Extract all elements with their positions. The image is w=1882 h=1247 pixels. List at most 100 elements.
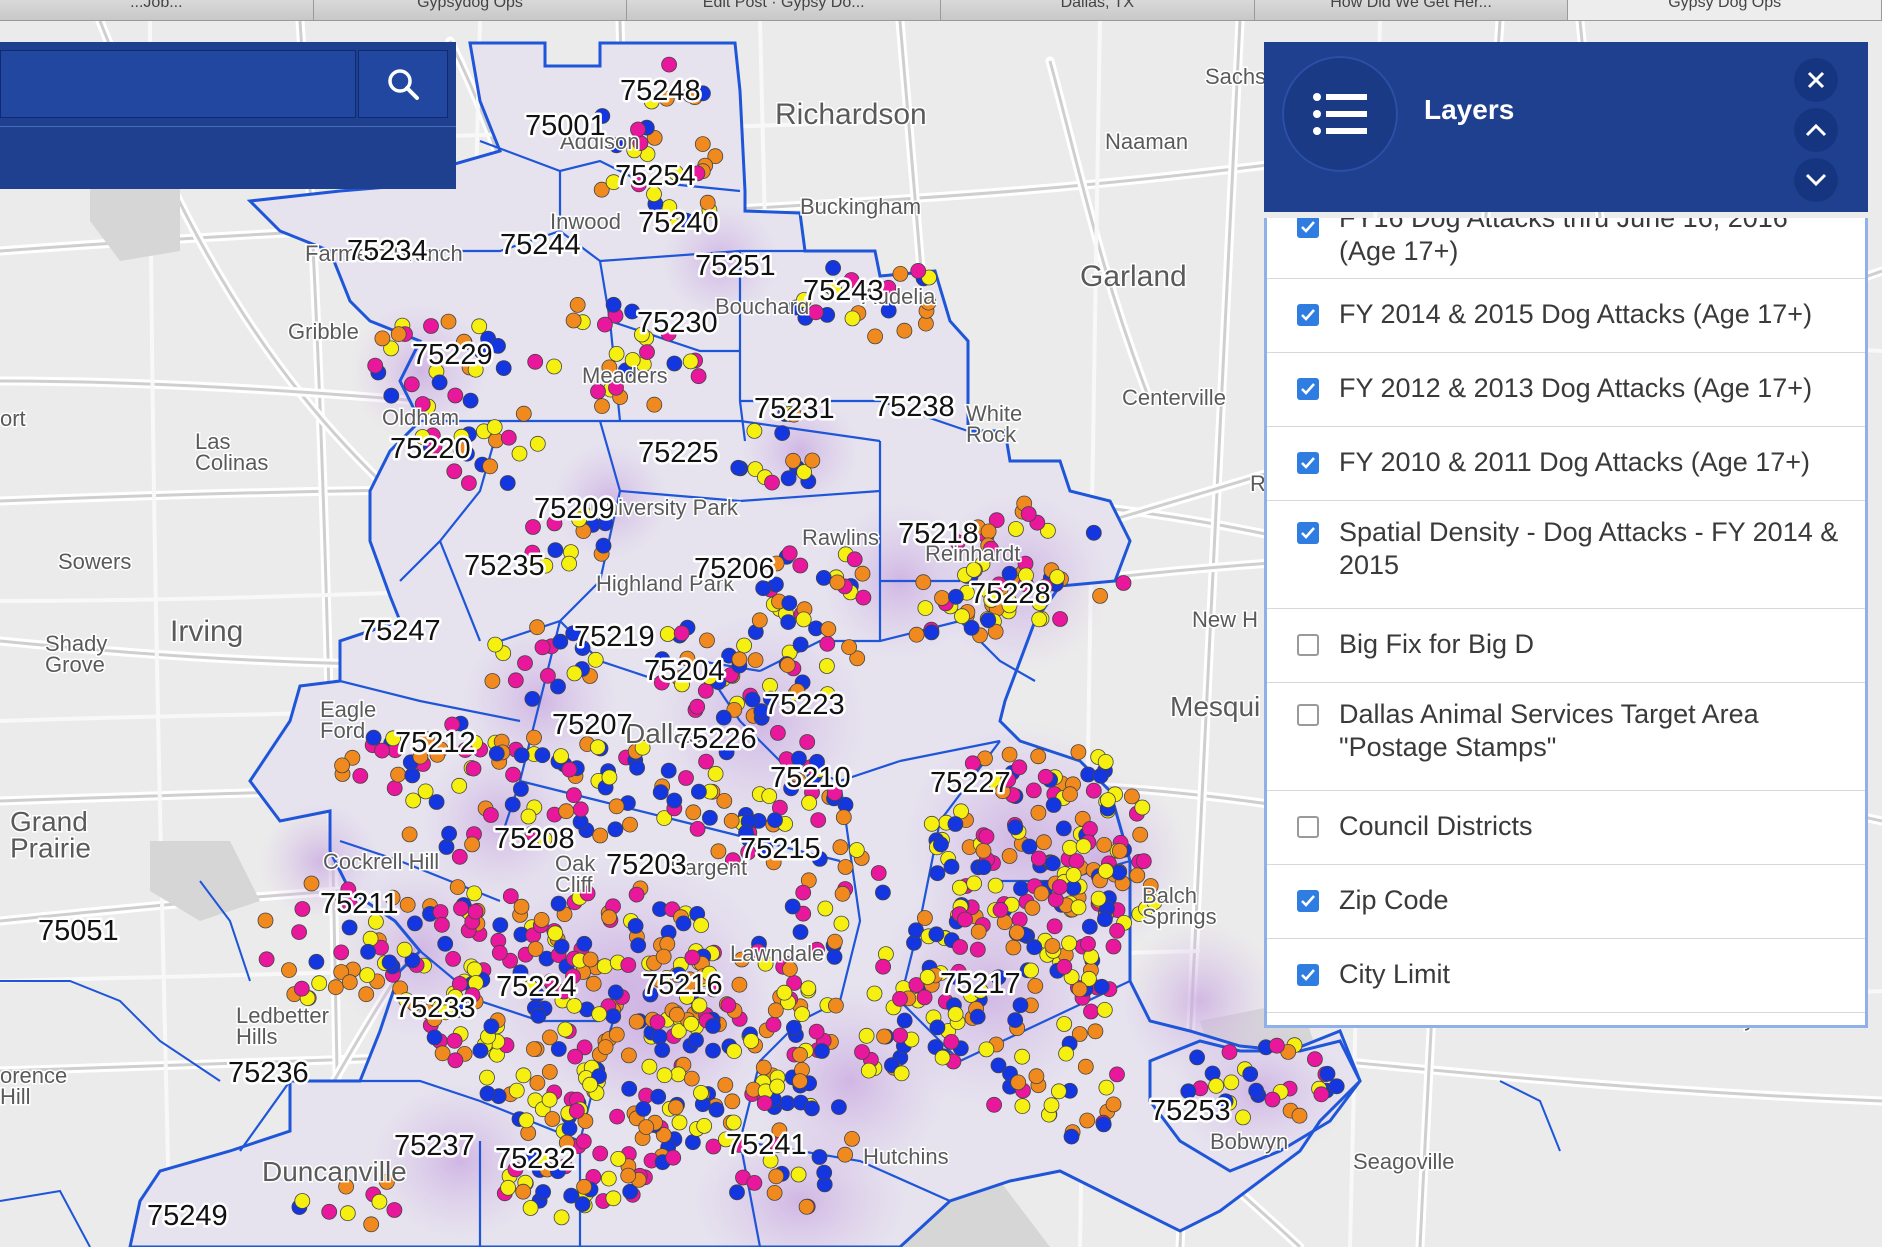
attack-point[interactable] — [537, 557, 554, 574]
attack-point[interactable] — [629, 759, 645, 776]
attack-point[interactable] — [453, 900, 469, 917]
attack-point[interactable] — [1083, 1003, 1099, 1020]
attack-point[interactable] — [952, 879, 968, 896]
attack-point[interactable] — [575, 1133, 592, 1150]
attack-point[interactable] — [1242, 1066, 1259, 1082]
attack-point[interactable] — [381, 954, 398, 971]
attack-point[interactable] — [743, 1033, 759, 1049]
attack-point[interactable] — [880, 302, 897, 319]
attack-point[interactable] — [1052, 611, 1068, 627]
attack-point[interactable] — [786, 406, 802, 423]
attack-point[interactable] — [655, 948, 672, 965]
attack-point[interactable] — [1221, 1044, 1238, 1060]
attack-point[interactable] — [774, 425, 791, 442]
attack-point[interactable] — [733, 951, 750, 968]
search-button[interactable] — [358, 50, 448, 118]
attack-point[interactable] — [1085, 782, 1102, 799]
attack-point[interactable] — [572, 801, 589, 818]
attack-point[interactable] — [867, 328, 883, 345]
attack-point[interactable] — [799, 734, 816, 750]
attack-point[interactable] — [746, 422, 763, 439]
attack-point[interactable] — [731, 1137, 748, 1153]
attack-point[interactable] — [756, 1095, 773, 1111]
attack-point[interactable] — [923, 624, 940, 641]
attack-point[interactable] — [1092, 588, 1108, 604]
attack-point[interactable] — [866, 985, 883, 1002]
attack-point[interactable] — [412, 748, 429, 765]
attack-point[interactable] — [1217, 1093, 1234, 1110]
attack-point[interactable] — [635, 1101, 652, 1117]
attack-point[interactable] — [1068, 853, 1085, 869]
attack-point[interactable] — [405, 792, 422, 809]
attack-point[interactable] — [622, 816, 638, 833]
attack-point[interactable] — [1109, 922, 1125, 939]
attack-point[interactable] — [1109, 1066, 1125, 1083]
attack-point[interactable] — [600, 1170, 617, 1187]
attack-point[interactable] — [404, 952, 421, 969]
attack-point[interactable] — [669, 1006, 685, 1023]
attack-point[interactable] — [628, 886, 645, 903]
browser-tab[interactable]: ...Job... — [0, 0, 314, 20]
attack-point[interactable] — [844, 1131, 860, 1147]
attack-point[interactable] — [550, 895, 567, 912]
attack-point[interactable] — [601, 769, 618, 786]
attack-point[interactable] — [969, 1008, 986, 1025]
attack-point[interactable] — [365, 729, 382, 746]
attack-point[interactable] — [1046, 918, 1063, 935]
attack-point[interactable] — [1129, 867, 1146, 884]
attack-point[interactable] — [934, 1049, 951, 1066]
attack-point[interactable] — [670, 1023, 687, 1039]
attack-point[interactable] — [724, 1093, 741, 1110]
layer-checkbox-unchecked[interactable] — [1297, 816, 1319, 838]
layer-item[interactable]: Zip Code — [1267, 864, 1865, 939]
attack-point[interactable] — [445, 951, 462, 967]
browser-tab[interactable]: How Did We Get Her... — [1255, 0, 1569, 20]
attack-point[interactable] — [608, 379, 624, 396]
attack-point[interactable] — [569, 296, 586, 313]
attack-point[interactable] — [418, 731, 435, 747]
attack-point[interactable] — [929, 1019, 946, 1036]
attack-point[interactable] — [654, 651, 671, 668]
attack-point[interactable] — [843, 272, 860, 288]
attack-point[interactable] — [608, 798, 625, 815]
attack-point[interactable] — [550, 678, 566, 695]
layer-checkbox-unchecked[interactable] — [1297, 634, 1319, 656]
attack-point[interactable] — [1007, 1012, 1024, 1028]
browser-tab[interactable]: Gypsy Dog Ops — [1568, 0, 1882, 20]
attack-point[interactable] — [1307, 1051, 1323, 1068]
attack-point[interactable] — [341, 974, 358, 991]
attack-point[interactable] — [991, 576, 1007, 593]
attack-point[interactable] — [731, 976, 748, 993]
attack-point[interactable] — [1098, 863, 1114, 879]
attack-point[interactable] — [446, 463, 463, 480]
attack-point[interactable] — [750, 943, 766, 960]
attack-point[interactable] — [534, 639, 551, 656]
attack-point[interactable] — [892, 991, 908, 1007]
attack-point[interactable] — [804, 1100, 820, 1117]
layer-checkbox-checked[interactable] — [1297, 964, 1319, 986]
attack-point[interactable] — [502, 888, 519, 905]
attack-point[interactable] — [796, 464, 812, 481]
attack-point[interactable] — [730, 459, 747, 476]
attack-point[interactable] — [957, 911, 973, 928]
attack-point[interactable] — [880, 279, 897, 296]
attack-point[interactable] — [656, 810, 673, 826]
attack-point[interactable] — [848, 842, 865, 858]
attack-point[interactable] — [467, 903, 484, 920]
attack-point[interactable] — [1023, 962, 1039, 979]
attack-point[interactable] — [655, 1127, 672, 1143]
attack-point[interactable] — [948, 588, 964, 605]
attack-point[interactable] — [1132, 826, 1149, 843]
attack-point[interactable] — [736, 637, 752, 654]
layer-checkbox-checked[interactable] — [1297, 890, 1319, 912]
attack-point[interactable] — [685, 804, 702, 821]
attack-point[interactable] — [338, 1178, 355, 1195]
attack-point[interactable] — [508, 1082, 525, 1099]
attack-point[interactable] — [1005, 939, 1022, 956]
attack-point[interactable] — [550, 1163, 566, 1180]
attack-point[interactable] — [975, 859, 992, 876]
attack-point[interactable] — [1111, 864, 1127, 881]
attack-point[interactable] — [651, 1028, 668, 1045]
attack-point[interactable] — [667, 1099, 684, 1116]
layer-item[interactable]: Big Fix for Big D — [1267, 608, 1865, 683]
